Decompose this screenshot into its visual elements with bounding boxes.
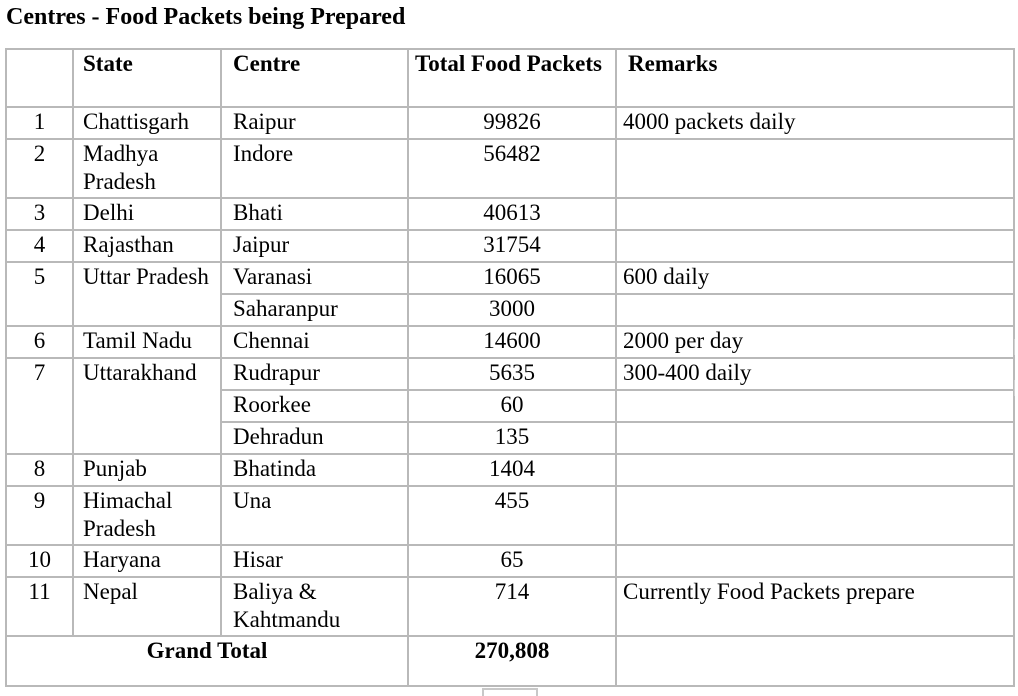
remarks-cell: 4000 packets daily: [615, 106, 1015, 140]
grand-total-label: Grand Total: [5, 635, 409, 687]
table-row: 4 Rajasthan Jaipur 31754: [5, 229, 1015, 263]
remarks-cell: [615, 229, 1015, 263]
side-edge-mark: [1014, 380, 1018, 396]
centre-cell: Baliya & Kahtmandu: [220, 576, 409, 637]
total-cell: 1404: [407, 453, 617, 487]
total-cell: 714: [407, 576, 617, 637]
total-cell: 16065: [407, 261, 617, 295]
total-cell: 56482: [407, 138, 617, 199]
remarks-cell: [615, 389, 1015, 423]
row-number: 8: [5, 453, 74, 487]
table-continuation-stub: [482, 688, 538, 696]
table-row: Roorkee 60: [6, 389, 1015, 423]
row-number: 4: [5, 229, 74, 263]
centre-cell: Bhatinda: [220, 453, 409, 487]
centre-cell: Dehradun: [220, 421, 409, 455]
table-row: 3 Delhi Bhati 40613: [5, 197, 1015, 231]
remarks-cell: [615, 421, 1015, 455]
table-row: 9 Himachal Pradesh Una 455: [5, 485, 1015, 546]
total-cell: 455: [407, 485, 617, 546]
row-number: 6: [5, 325, 74, 359]
total-cell: 65: [407, 544, 617, 578]
grand-total-row: Grand Total 270,808: [5, 635, 1015, 687]
state-cell: Uttar Pradesh: [72, 261, 222, 327]
remarks-cell: [615, 453, 1015, 487]
remarks-cell: 300-400 daily: [615, 357, 1015, 391]
total-cell: 3000: [407, 293, 617, 327]
table-row: 7 Uttarakhand Rudrapur 5635 300-400 dail…: [5, 357, 1015, 455]
row-number: 7: [5, 357, 74, 455]
remarks-cell: [615, 293, 1015, 327]
total-cell: 40613: [407, 197, 617, 231]
table-row: 1 Chattisgarh Raipur 99826 4000 packets …: [5, 106, 1015, 140]
total-cell: 60: [407, 389, 617, 423]
table-row: Dehradun 135: [6, 421, 1015, 455]
row-number: 2: [5, 138, 74, 199]
table-row: 6 Tamil Nadu Chennai 14600 2000 per day: [5, 325, 1015, 359]
table-header-row: State Centre Total Food Packets Remarks: [5, 48, 1015, 108]
food-packets-table: State Centre Total Food Packets Remarks …: [5, 48, 1015, 687]
state-cell: Rajasthan: [72, 229, 222, 263]
state-cell: Tamil Nadu: [72, 325, 222, 359]
state-cell: Himachal Pradesh: [72, 485, 222, 546]
state-cell: Uttarakhand: [72, 357, 222, 455]
centre-cell: Chennai: [220, 325, 409, 359]
state-cell: Madhya Pradesh: [72, 138, 222, 199]
centre-cell: Bhati: [220, 197, 409, 231]
header-num: [5, 48, 74, 108]
state-cell: Delhi: [72, 197, 222, 231]
row-number: 3: [5, 197, 74, 231]
row-number: 11: [5, 576, 74, 637]
state-cell: Haryana: [72, 544, 222, 578]
remarks-cell: [615, 544, 1015, 578]
state-cell: Nepal: [72, 576, 222, 637]
table-row: 10 Haryana Hisar 65: [5, 544, 1015, 578]
centre-cell: Una: [220, 485, 409, 546]
remarks-cell: [615, 485, 1015, 546]
centre-cell: Indore: [220, 138, 409, 199]
remarks-cell: 2000 per day: [615, 325, 1015, 359]
grand-total-remarks-cell: [615, 635, 1015, 687]
total-cell: 5635: [407, 357, 617, 391]
page-title: Centres - Food Packets being Prepared: [6, 4, 406, 30]
table-row: 5 Uttar Pradesh Varanasi 16065 600 daily: [5, 261, 1015, 327]
table-row: 8 Punjab Bhatinda 1404: [5, 453, 1015, 487]
remarks-cell: [615, 197, 1015, 231]
table-row: 2 Madhya Pradesh Indore 56482: [5, 138, 1015, 199]
header-remarks: Remarks: [615, 48, 1015, 108]
header-centre: Centre: [220, 48, 409, 108]
header-state: State: [72, 48, 222, 108]
centre-cell: Hisar: [220, 544, 409, 578]
centre-cell: Roorkee: [220, 389, 409, 423]
remarks-cell: Currently Food Packets prepare: [615, 576, 1015, 637]
centre-cell: Jaipur: [220, 229, 409, 263]
side-edge-mark: [1014, 339, 1018, 355]
total-cell: 31754: [407, 229, 617, 263]
remarks-cell: 600 daily: [615, 261, 1015, 295]
grand-total-value: 270,808: [407, 635, 617, 687]
row-number: 1: [5, 106, 74, 140]
total-cell: 99826: [407, 106, 617, 140]
remarks-cell: [615, 138, 1015, 199]
centre-cell: Rudrapur: [220, 357, 409, 391]
row-number: 10: [5, 544, 74, 578]
table-row: Saharanpur 3000: [6, 293, 1015, 327]
centre-cell: Varanasi: [220, 261, 409, 295]
state-cell: Punjab: [72, 453, 222, 487]
total-cell: 135: [407, 421, 617, 455]
table-row: 11 Nepal Baliya & Kahtmandu 714 Currentl…: [5, 576, 1015, 637]
state-cell: Chattisgarh: [72, 106, 222, 140]
centre-cell: Raipur: [220, 106, 409, 140]
header-total-food-packets: Total Food Packets: [407, 48, 617, 108]
centre-cell: Saharanpur: [220, 293, 409, 327]
row-number: 5: [5, 261, 74, 327]
row-number: 9: [5, 485, 74, 546]
total-cell: 14600: [407, 325, 617, 359]
